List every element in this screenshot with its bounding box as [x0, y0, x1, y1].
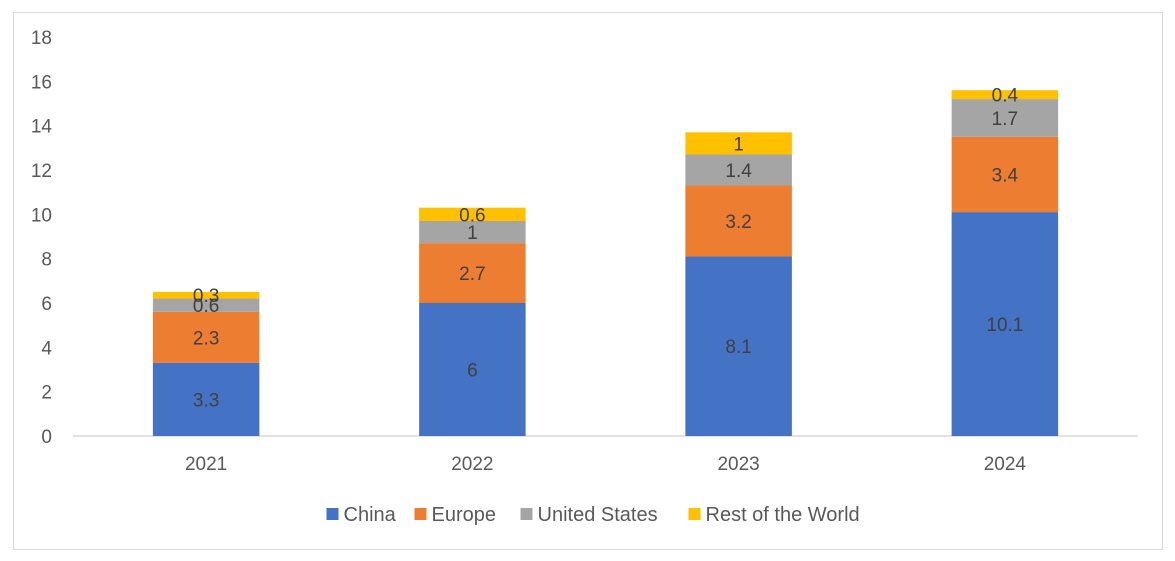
data-label: 0.6 [193, 296, 219, 317]
legend-swatch [326, 508, 339, 520]
legend-swatch [520, 508, 533, 520]
y-tick-label: 8 [41, 250, 52, 271]
data-label: 3.3 [193, 390, 219, 411]
data-label: 2.3 [193, 328, 219, 349]
y-tick-label: 18 [31, 28, 52, 49]
legend-label: Rest of the World [706, 504, 860, 526]
bar-segment [152, 311, 260, 363]
y-tick-label: 16 [31, 72, 52, 93]
bar-segment [152, 362, 260, 436]
legend: China Europe United States Rest of the Worl… [326, 504, 860, 526]
y-tick-label: 14 [31, 117, 53, 138]
legend-swatch [414, 508, 427, 520]
bar-segment [951, 212, 1059, 436]
x-tick-label: 2022 [451, 454, 493, 475]
bar-segment [152, 291, 260, 299]
data-label: 3.2 [725, 212, 751, 233]
legend-swatch [688, 508, 701, 520]
bar-segment [951, 90, 1059, 100]
bar-segment [685, 154, 792, 186]
bar-segment [685, 256, 792, 436]
bar-segment [685, 132, 792, 155]
legend-label: United States [538, 504, 658, 526]
legend-label: Europe [432, 504, 497, 526]
data-label: 1.4 [725, 161, 752, 182]
y-tick-label: 10 [31, 205, 52, 226]
bar-segment [951, 99, 1059, 137]
data-label: 0.6 [459, 205, 485, 226]
bar-segment [419, 207, 526, 221]
data-label: 2.7 [459, 264, 485, 285]
y-tick-label: 12 [31, 161, 52, 182]
y-tick-label: 4 [41, 338, 52, 359]
y-tick-label: 2 [41, 383, 52, 404]
x-axis: 2021 2022 2023 2024 [185, 454, 1026, 475]
x-tick-label: 2023 [717, 454, 759, 475]
data-label: 0.4 [992, 86, 1019, 107]
data-label: 1.7 [992, 109, 1018, 130]
bar-segment [419, 303, 526, 436]
y-tick-label: 6 [41, 294, 52, 315]
data-label: 6 [467, 361, 478, 382]
bar-segment [951, 136, 1059, 213]
y-axis: 0 2 4 6 8 10 12 14 16 18 [31, 28, 53, 448]
bar-segment [419, 220, 526, 244]
x-tick-label: 2021 [185, 454, 227, 475]
data-label: 0.3 [193, 286, 219, 307]
bar-segment [152, 298, 260, 312]
data-label: 8.1 [725, 337, 751, 358]
y-tick-label: 0 [41, 427, 52, 448]
legend-label: China [344, 504, 397, 526]
data-label: 10.1 [986, 315, 1023, 336]
data-label: 1 [467, 223, 478, 244]
data-label: 3.4 [992, 165, 1019, 186]
bar-segment [685, 185, 792, 257]
data-label: 1 [733, 134, 744, 155]
bar-segment [419, 243, 526, 303]
bars: 3.32.30.60.362.710.68.13.21.4110.13.41.7… [152, 86, 1059, 436]
x-tick-label: 2024 [984, 454, 1027, 475]
